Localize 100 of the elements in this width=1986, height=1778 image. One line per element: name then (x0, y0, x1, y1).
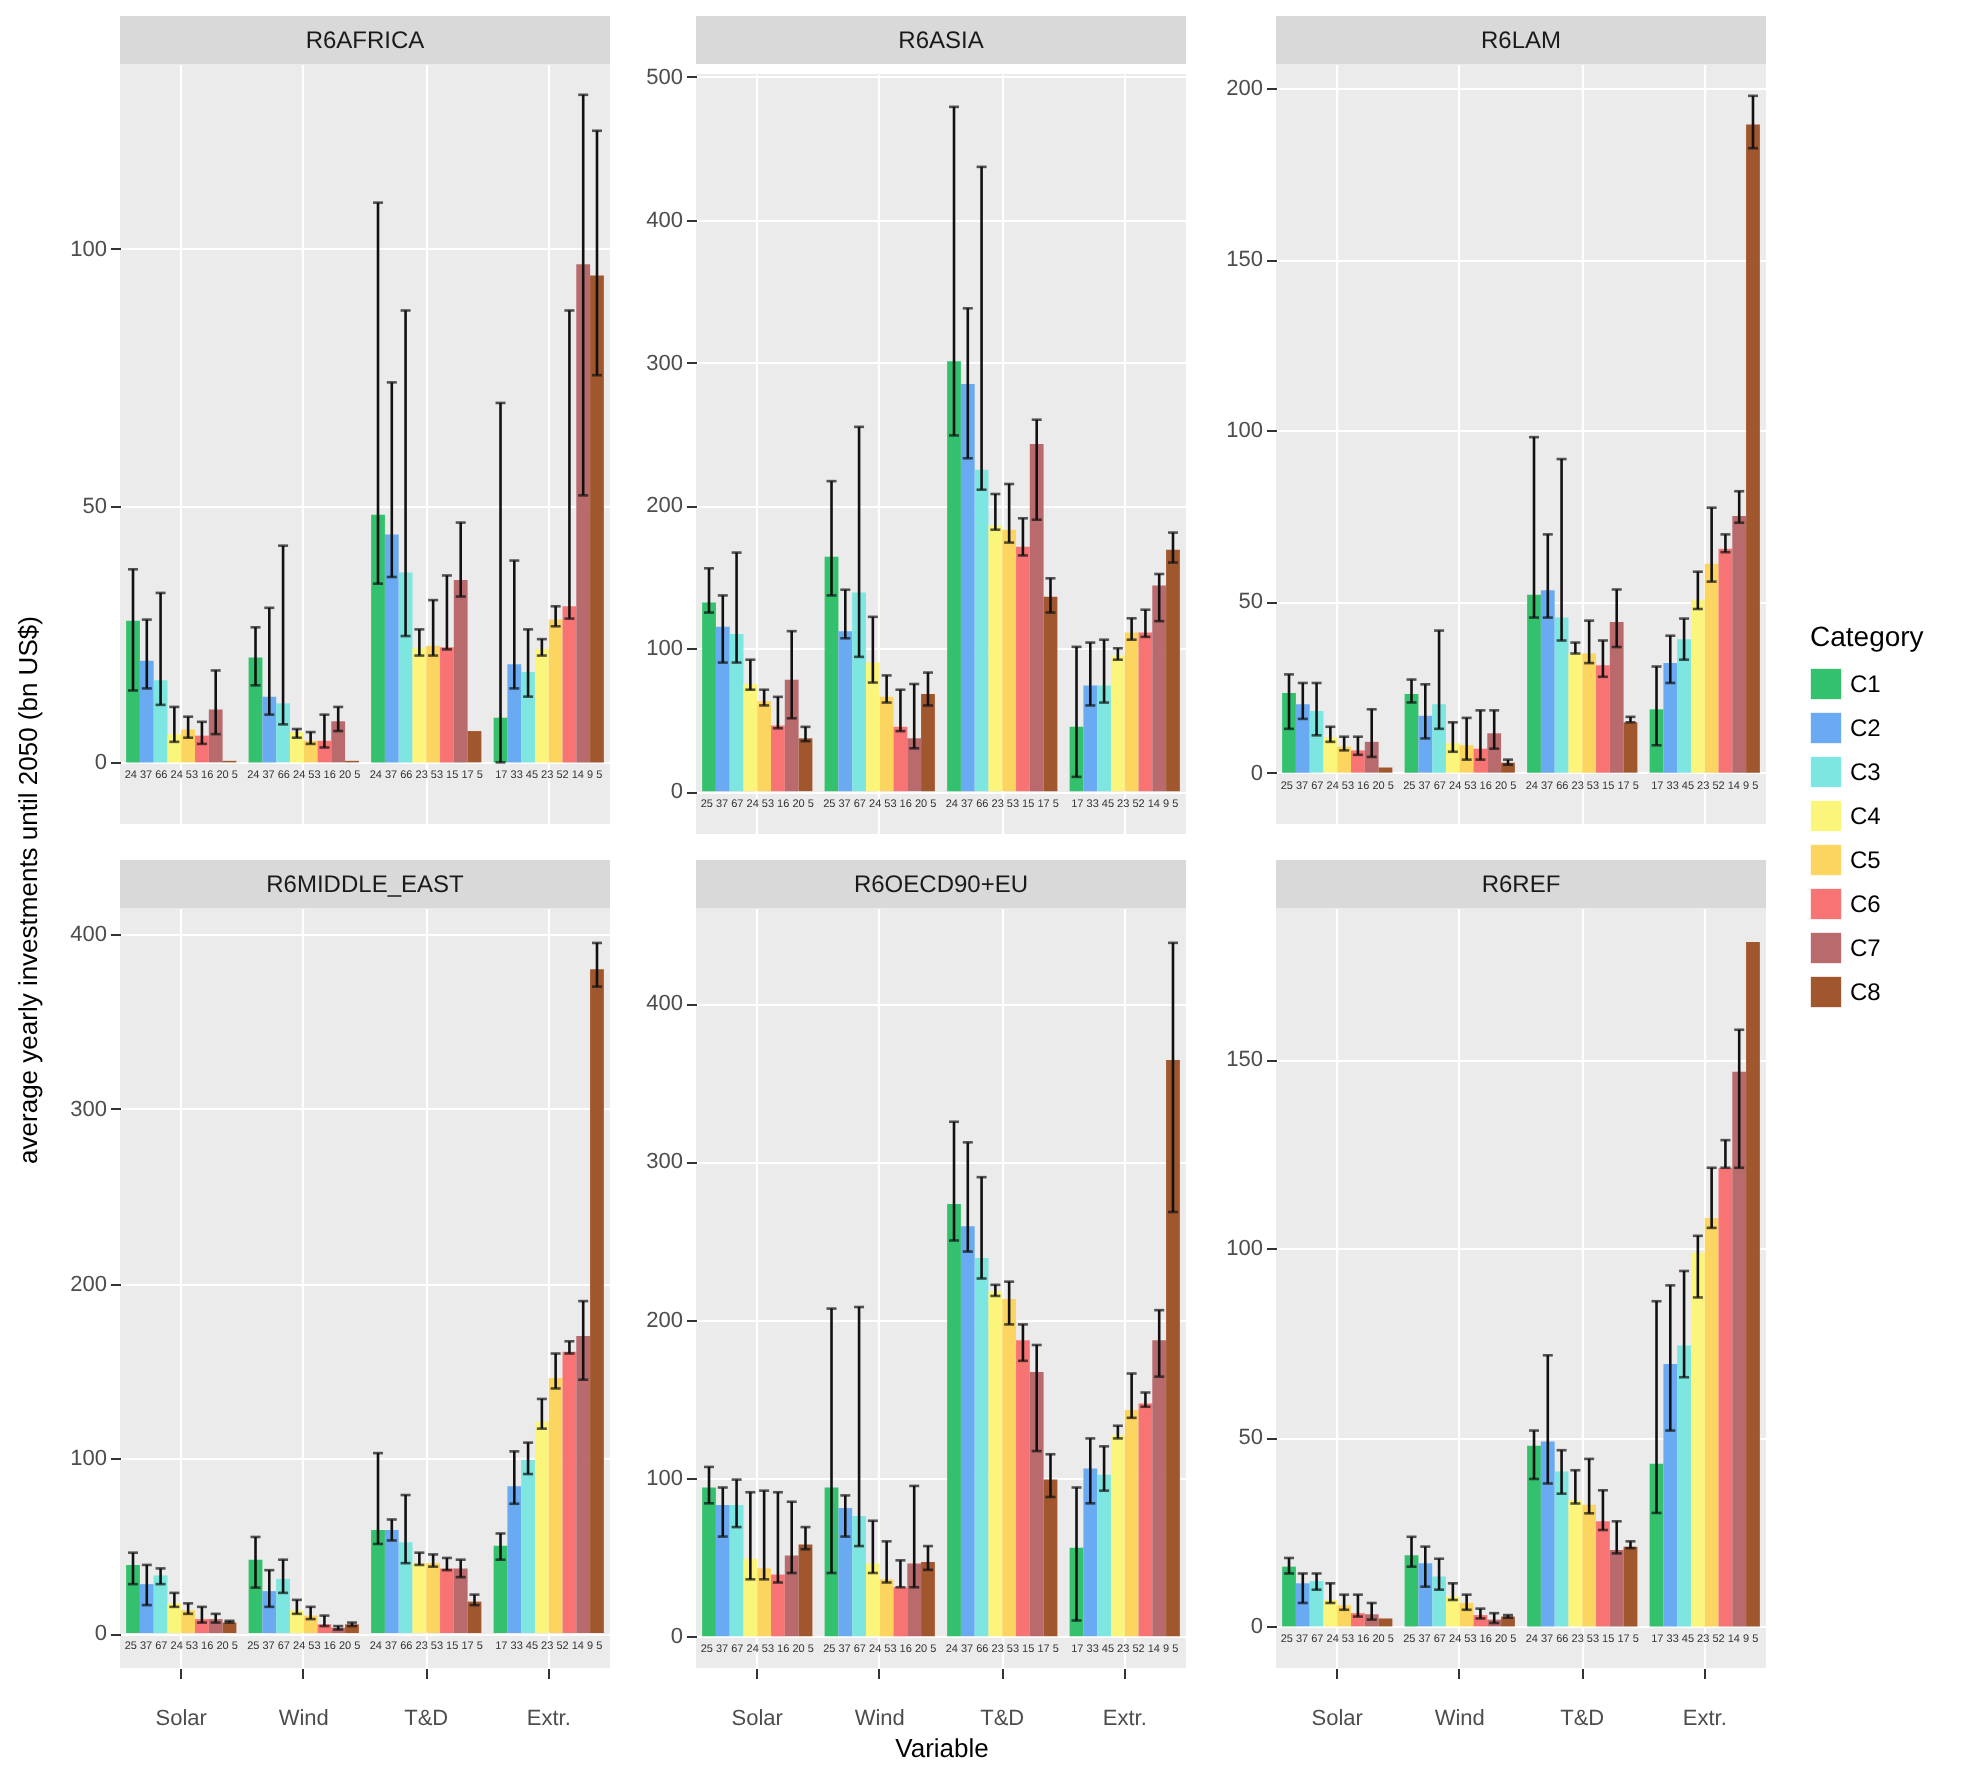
y-tick-label: 0 (670, 1625, 683, 1650)
bar (757, 701, 772, 792)
bar (960, 1226, 975, 1637)
bar (153, 680, 168, 763)
y-tick-label: 0 (1250, 761, 1263, 786)
bar (1677, 1345, 1691, 1627)
y-tick-label: 200 (70, 1272, 107, 1297)
bar (453, 580, 468, 763)
bar (852, 592, 866, 792)
bar (181, 1610, 196, 1634)
bar (1043, 1479, 1058, 1637)
bar (1323, 737, 1338, 773)
bar (384, 1529, 399, 1634)
y-tick-label: 100 (1226, 1237, 1263, 1262)
y-tick-label: 200 (646, 1308, 683, 1333)
x-axis-title: Variable (895, 1733, 989, 1763)
legend-label: C7 (1850, 934, 1882, 962)
bar (331, 721, 346, 763)
legend-label: C6 (1850, 890, 1882, 918)
bar (865, 1563, 880, 1637)
bar (988, 1291, 1003, 1637)
bar (1568, 1500, 1583, 1627)
y-tick-label: 150 (1226, 248, 1263, 273)
y-tick-label: 0 (94, 1622, 107, 1647)
bar (534, 648, 549, 763)
bar (1663, 1364, 1678, 1627)
bar (771, 1574, 785, 1637)
bar (1596, 665, 1610, 773)
legend-title: Category (1810, 620, 1924, 652)
bar (1029, 1371, 1044, 1637)
bar (865, 662, 880, 792)
bar (1527, 1445, 1541, 1627)
bar (1404, 693, 1419, 773)
bar (1097, 685, 1111, 792)
bar (1718, 1167, 1733, 1627)
bar (262, 696, 277, 763)
bar (1432, 1576, 1446, 1627)
bar (1282, 1566, 1296, 1627)
bar (1582, 1504, 1597, 1627)
bar (771, 725, 785, 792)
bar (1718, 548, 1733, 773)
y-tick-label: 400 (646, 208, 683, 233)
bar (181, 729, 196, 763)
bar (757, 1568, 772, 1637)
bar (1029, 444, 1044, 792)
x-tick-label: Solar (155, 1707, 208, 1731)
bar (1445, 1596, 1460, 1627)
bar (548, 1377, 563, 1634)
bar (1097, 1474, 1111, 1637)
bar (907, 1563, 922, 1637)
bar (893, 726, 908, 792)
chart-title: R6LAM (1276, 16, 1766, 64)
y-tick-label: 0 (1250, 1615, 1263, 1640)
bar (1527, 594, 1541, 773)
bar (548, 619, 563, 763)
bar (960, 384, 975, 792)
bar (702, 1487, 716, 1637)
bar (1540, 590, 1555, 773)
legend-label: C3 (1850, 758, 1882, 786)
y-tick-label: 100 (70, 1447, 107, 1472)
bar (576, 1336, 591, 1634)
y-tick-label: 200 (646, 494, 683, 519)
x-tick-label: Solar (1311, 1707, 1364, 1731)
x-tick-label: Extr. (1102, 1707, 1147, 1731)
bar (1152, 1340, 1167, 1637)
bar (784, 1555, 799, 1637)
y-tick-label: 300 (70, 1097, 107, 1122)
bar (1596, 1521, 1610, 1627)
bar (1663, 663, 1678, 773)
y-tick-label: 100 (70, 237, 107, 262)
bar (1378, 767, 1393, 773)
bar (1732, 515, 1747, 773)
bar (562, 606, 577, 763)
x-tick-label: T&D (1560, 1707, 1605, 1731)
bar (1124, 632, 1139, 792)
y-tick-label: 400 (646, 992, 683, 1016)
bar (534, 1421, 549, 1634)
bar (1351, 750, 1365, 773)
bar (440, 1568, 454, 1634)
y-axis-title: average yearly investments until 2050 (bn US$) (13, 616, 43, 1164)
y-tick-label: 150 (1226, 1048, 1263, 1073)
legend-label: C1 (1850, 670, 1882, 698)
bar (1110, 655, 1125, 792)
bar (1295, 704, 1310, 773)
bar (838, 631, 853, 792)
bar (590, 969, 604, 1634)
bar (440, 647, 454, 763)
legend-label: C8 (1850, 978, 1882, 1006)
y-tick-label: 0 (94, 751, 107, 776)
x-tick-label: Wind (1434, 1707, 1485, 1731)
bar (988, 525, 1003, 792)
bar (1083, 1468, 1098, 1637)
legend-label: C5 (1850, 846, 1882, 874)
bar (384, 534, 399, 763)
bar (493, 1545, 508, 1634)
bar (921, 694, 935, 792)
bar (1690, 1252, 1705, 1627)
bar (507, 1486, 522, 1634)
bar (715, 1504, 730, 1637)
bar (1166, 549, 1180, 792)
